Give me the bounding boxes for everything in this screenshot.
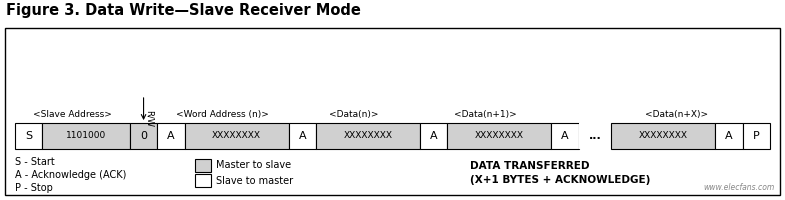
Bar (5, 28, 780, 195)
Text: www.elecfans.com: www.elecfans.com (703, 183, 775, 192)
Bar (420, 123, 447, 149)
Bar (447, 123, 551, 149)
Text: S: S (25, 131, 32, 141)
Bar (612, 123, 715, 149)
Text: <Slave Address>: <Slave Address> (33, 110, 112, 119)
Text: A: A (429, 131, 437, 141)
Text: (X+1 BYTES + ACKNOWLEDGE): (X+1 BYTES + ACKNOWLEDGE) (470, 175, 651, 185)
Bar (195, 174, 211, 187)
Bar (157, 123, 184, 149)
Text: XXXXXXXX: XXXXXXXX (212, 132, 261, 140)
Bar (551, 123, 579, 149)
Bar (195, 159, 211, 172)
Bar (289, 123, 316, 149)
Bar (316, 123, 420, 149)
Text: P: P (753, 131, 760, 141)
Text: <Word Address (n)>: <Word Address (n)> (177, 110, 269, 119)
Text: <Data(n+1)>: <Data(n+1)> (455, 110, 517, 119)
Text: XXXXXXXX: XXXXXXXX (343, 132, 392, 140)
Text: A: A (725, 131, 732, 141)
Text: 1101000: 1101000 (66, 132, 106, 140)
Text: A: A (167, 131, 175, 141)
Text: ...: ... (589, 131, 601, 141)
Text: Master to slave: Master to slave (216, 160, 291, 170)
Bar (130, 123, 157, 149)
Bar (579, 123, 612, 149)
Text: <Data(n+X)>: <Data(n+X)> (645, 110, 709, 119)
Text: 0: 0 (140, 131, 147, 141)
Bar (15, 123, 42, 149)
Text: S - Start: S - Start (15, 157, 55, 167)
Bar (743, 123, 770, 149)
Text: R/W: R/W (144, 110, 154, 128)
Bar (42, 123, 130, 149)
Text: A - Acknowledge (ACK): A - Acknowledge (ACK) (15, 170, 126, 180)
Text: Figure 3. Data Write—Slave Receiver Mode: Figure 3. Data Write—Slave Receiver Mode (6, 3, 361, 18)
Text: Slave to master: Slave to master (216, 176, 293, 186)
Text: XXXXXXXX: XXXXXXXX (475, 132, 524, 140)
Text: <Data(n)>: <Data(n)> (330, 110, 379, 119)
Bar (184, 123, 289, 149)
Text: XXXXXXXX: XXXXXXXX (639, 132, 688, 140)
Text: A: A (561, 131, 568, 141)
Text: A: A (298, 131, 306, 141)
Text: P - Stop: P - Stop (15, 183, 53, 193)
Text: DATA TRANSFERRED: DATA TRANSFERRED (470, 161, 590, 171)
Bar (715, 123, 743, 149)
